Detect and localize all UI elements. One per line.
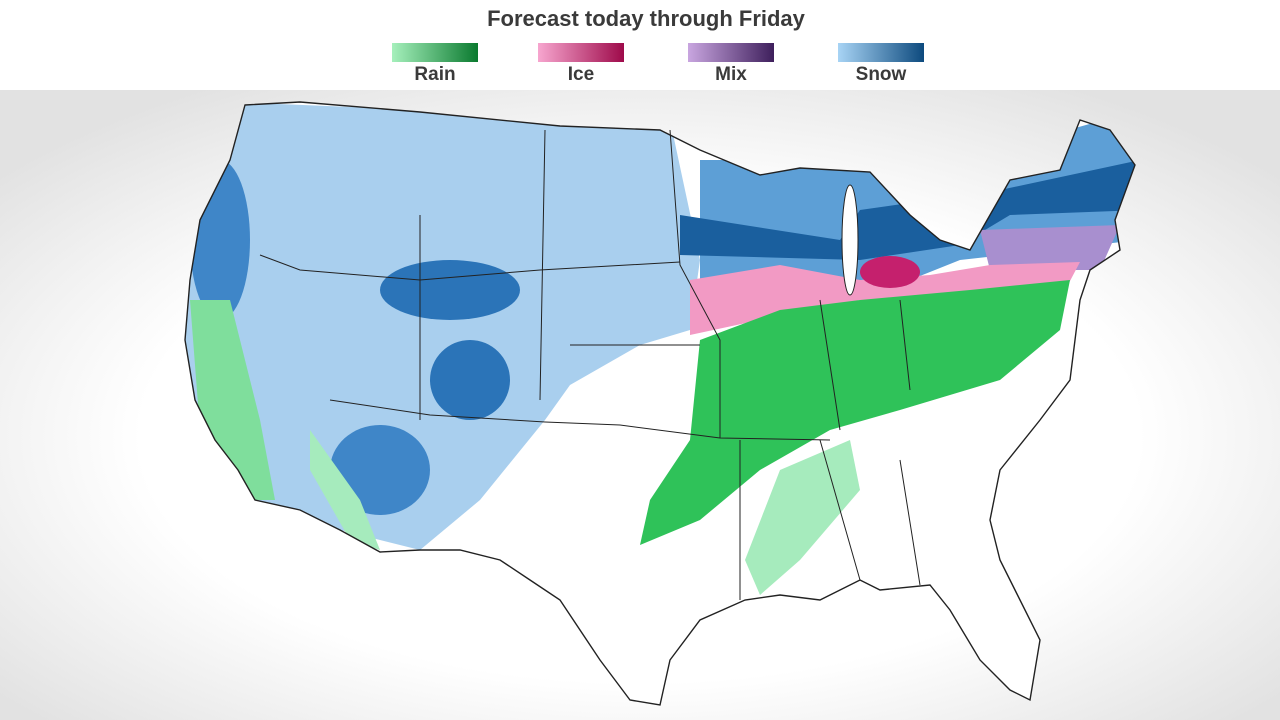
rain-west <box>190 300 275 500</box>
snow-patch <box>380 260 520 320</box>
legend-item: Mix <box>683 43 779 86</box>
legend-item: Ice <box>533 43 629 86</box>
legend-label: Mix <box>715 64 747 85</box>
rain-west <box>310 430 380 550</box>
state-line <box>419 129 721 438</box>
rain <box>640 280 1070 545</box>
legend-label: Rain <box>414 64 456 85</box>
legend-swatch <box>688 43 774 62</box>
legend-item: Rain <box>387 43 483 86</box>
ice-dark <box>860 256 920 288</box>
lake <box>841 184 859 296</box>
title: Forecast today through Friday <box>487 6 805 31</box>
map <box>0 90 1280 720</box>
legend-label: Ice <box>567 64 595 85</box>
snow-patch <box>330 425 430 515</box>
legend-item: Snow <box>833 43 929 86</box>
mix <box>980 225 1120 270</box>
header: Forecast today through Friday Rain Ice Mix… <box>0 0 1280 90</box>
state-line <box>739 299 921 600</box>
legend-label: Snow <box>855 64 907 85</box>
snow-patch <box>430 340 510 420</box>
legend-swatch <box>538 43 624 62</box>
state-line <box>329 399 831 441</box>
borders <box>184 101 1136 706</box>
legend-swatch <box>838 43 924 62</box>
legend-swatch <box>392 43 478 62</box>
